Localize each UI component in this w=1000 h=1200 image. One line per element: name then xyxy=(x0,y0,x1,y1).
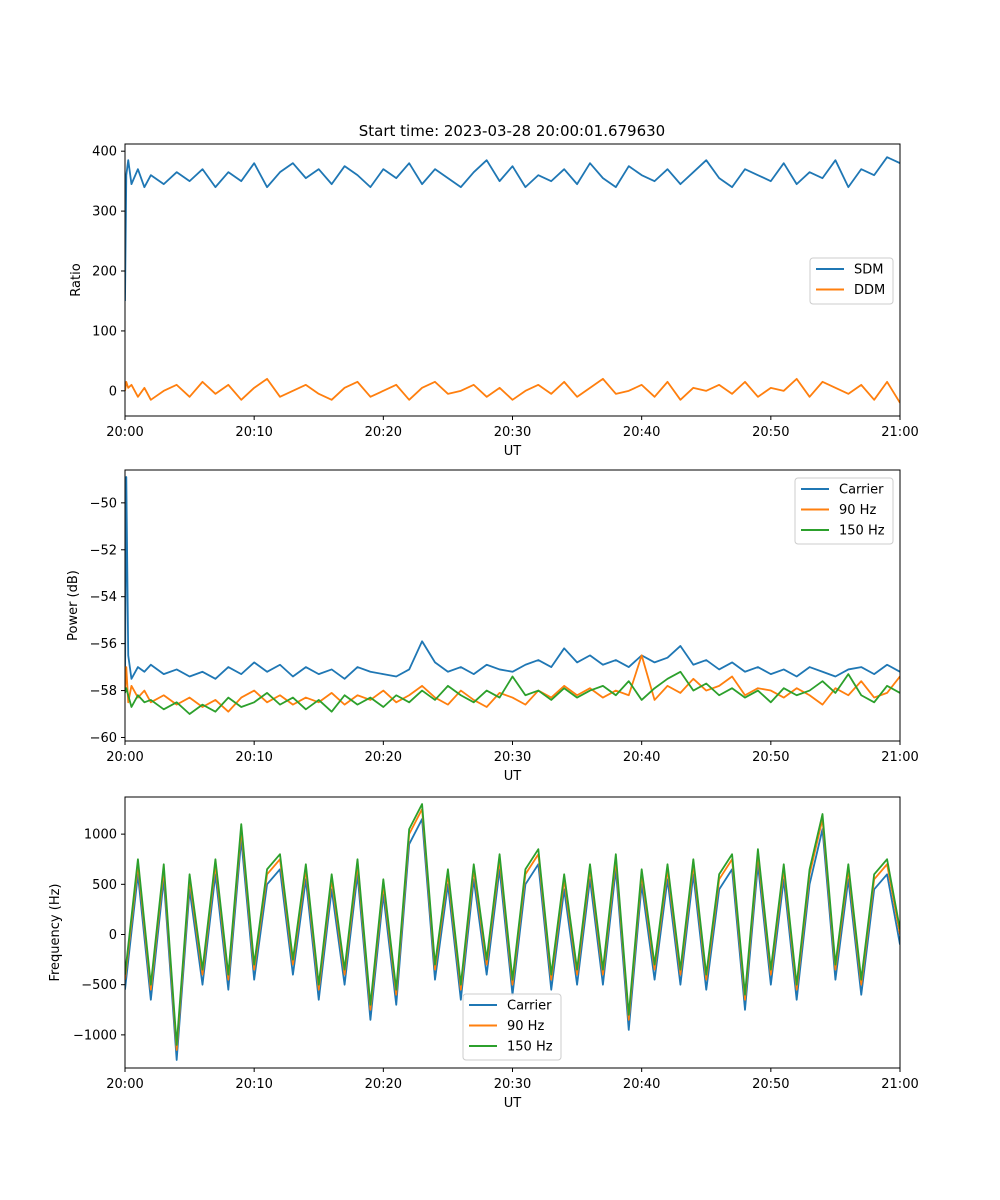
legend-box xyxy=(794,477,894,545)
y-axis-label: Power (dB) xyxy=(66,570,81,641)
legend: SDM DDM xyxy=(809,257,894,305)
series-line-150-hz xyxy=(125,803,900,1046)
panel-frequency: 20:00 20:10 20:20 20:30 20:40 20:50 21:00 −1000… xyxy=(48,796,919,1111)
legend-label: SDM xyxy=(854,263,883,278)
y-tick-label: −1000 xyxy=(73,1028,117,1043)
panel-ratio: 20:00 20:10 20:20 20:30 20:40 20:50 21:00 0 100 2… xyxy=(69,143,919,459)
x-tick-label: 20:20 xyxy=(365,1077,402,1092)
x-axis-label: UT xyxy=(504,1096,522,1111)
x-tick-label: 20:10 xyxy=(235,750,272,765)
x-tick-label: 20:00 xyxy=(106,1077,143,1092)
x-tick-label: 20:40 xyxy=(623,1077,660,1092)
x-tick-label: 20:50 xyxy=(752,750,789,765)
x-tick-label: 20:20 xyxy=(365,750,402,765)
legend-label: 90 Hz xyxy=(839,503,876,518)
series-line-ddm xyxy=(125,377,900,404)
legend: Carrier 90 Hz 150 Hz xyxy=(462,993,562,1061)
x-tick-label: 20:40 xyxy=(623,425,660,440)
figure-title: Start time: 2023-03-28 20:00:01.679630 xyxy=(359,122,665,140)
x-tick-label: 20:50 xyxy=(752,1077,789,1092)
legend-box xyxy=(462,993,562,1061)
y-axis-label: Frequency (Hz) xyxy=(48,883,63,981)
x-tick-label: 20:00 xyxy=(106,750,143,765)
x-tick-label: 20:50 xyxy=(752,425,789,440)
legend-label: Carrier xyxy=(839,483,884,498)
y-tick-label: 0 xyxy=(109,928,117,943)
x-tick-label: 21:00 xyxy=(881,425,918,440)
x-axis-label: UT xyxy=(504,769,522,784)
x-tick-label: 20:30 xyxy=(494,750,531,765)
y-tick-label: 0 xyxy=(109,384,117,399)
x-tick-label: 20:10 xyxy=(235,425,272,440)
x-tick-label: 21:00 xyxy=(881,750,918,765)
x-tick-label: 21:00 xyxy=(881,1077,918,1092)
legend-label: Carrier xyxy=(507,999,552,1014)
x-tick-label: 20:20 xyxy=(365,425,402,440)
x-tick-label: 20:40 xyxy=(623,750,660,765)
series-line-150-hz xyxy=(125,670,900,715)
x-tick-label: 20:30 xyxy=(494,1077,531,1092)
series-line-90-hz xyxy=(125,654,900,713)
y-tick-label: 500 xyxy=(92,878,117,893)
legend-label: 150 Hz xyxy=(507,1040,553,1055)
y-tick-label: 300 xyxy=(92,205,117,220)
x-axis-label: UT xyxy=(504,444,522,459)
series-line-90-hz xyxy=(125,808,900,1051)
y-tick-label: 1000 xyxy=(84,828,117,843)
y-tick-label: −500 xyxy=(81,978,117,993)
series-line-carrier xyxy=(125,476,900,680)
y-tick-label: −56 xyxy=(90,637,117,652)
legend-label: 150 Hz xyxy=(839,524,885,539)
series-group xyxy=(125,156,900,404)
legend-label: 90 Hz xyxy=(507,1019,544,1034)
panel-power: 20:00 20:10 20:20 20:30 20:40 20:50 21:00 −60 −5… xyxy=(66,469,919,784)
series-group xyxy=(125,476,900,715)
y-tick-label: 400 xyxy=(92,145,117,160)
y-tick-label: −52 xyxy=(90,543,117,558)
x-tick-label: 20:00 xyxy=(106,425,143,440)
y-tick-label: 100 xyxy=(92,324,117,339)
y-axis-label: Ratio xyxy=(69,263,84,296)
y-tick-label: −54 xyxy=(90,590,117,605)
x-tick-label: 20:10 xyxy=(235,1077,272,1092)
y-tick-label: −50 xyxy=(90,496,117,511)
series-line-sdm xyxy=(125,156,900,301)
y-tick-label: −58 xyxy=(90,684,117,699)
y-tick-label: −60 xyxy=(90,731,117,746)
legend-label: DDM xyxy=(854,283,885,298)
legend: Carrier 90 Hz 150 Hz xyxy=(794,477,894,545)
x-tick-label: 20:30 xyxy=(494,425,531,440)
y-tick-label: 200 xyxy=(92,265,117,280)
